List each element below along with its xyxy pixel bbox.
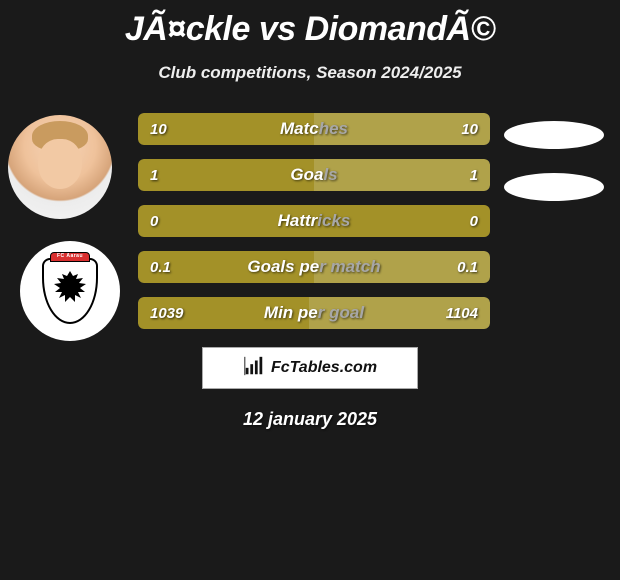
indicator-pill: [504, 173, 604, 201]
stat-row: 11Goals: [138, 159, 490, 191]
snapshot-date: 12 january 2025: [10, 409, 610, 430]
indicator-pill: [504, 121, 604, 149]
player2-club-crest: FC Aarau: [20, 241, 120, 341]
eagle-icon: [50, 268, 90, 310]
crest-label: FC Aarau: [42, 253, 98, 259]
stat-value-left: 0: [138, 205, 170, 237]
stat-value-left: 0.1: [138, 251, 183, 283]
comparison-card: JÃ¤ckle vs DiomandÃ© Club competitions, …: [0, 0, 620, 440]
page-title: JÃ¤ckle vs DiomandÃ©: [0, 10, 620, 49]
player1-avatar: [8, 115, 112, 219]
stat-row: 1010Matches: [138, 113, 490, 145]
crest-shield: FC Aarau: [42, 258, 98, 324]
stat-value-right: 0: [458, 205, 490, 237]
stat-row: 10391104Min per goal: [138, 297, 490, 329]
stat-row: 00Hattricks: [138, 205, 490, 237]
stat-value-left: 1039: [138, 297, 195, 329]
stat-bar-left: [138, 205, 490, 237]
stat-value-right: 0.1: [445, 251, 490, 283]
stat-value-left: 1: [138, 159, 170, 191]
stat-row: 0.10.1Goals per match: [138, 251, 490, 283]
stat-bars: 1010Matches11Goals00Hattricks0.10.1Goals…: [138, 113, 490, 329]
page-subtitle: Club competitions, Season 2024/2025: [0, 63, 620, 83]
stat-value-right: 10: [449, 113, 490, 145]
watermark-text: FcTables.com: [271, 359, 377, 377]
avatar-column: FC Aarau: [8, 115, 118, 341]
stat-value-left: 10: [138, 113, 179, 145]
stat-value-right: 1104: [434, 297, 490, 329]
content-area: FC Aarau 1010Matches11Goals00Hattricks0.…: [0, 113, 620, 430]
bar-chart-icon: [243, 355, 265, 382]
right-indicator-column: [492, 121, 604, 225]
stat-value-right: 1: [458, 159, 490, 191]
watermark-badge: FcTables.com: [202, 347, 418, 389]
